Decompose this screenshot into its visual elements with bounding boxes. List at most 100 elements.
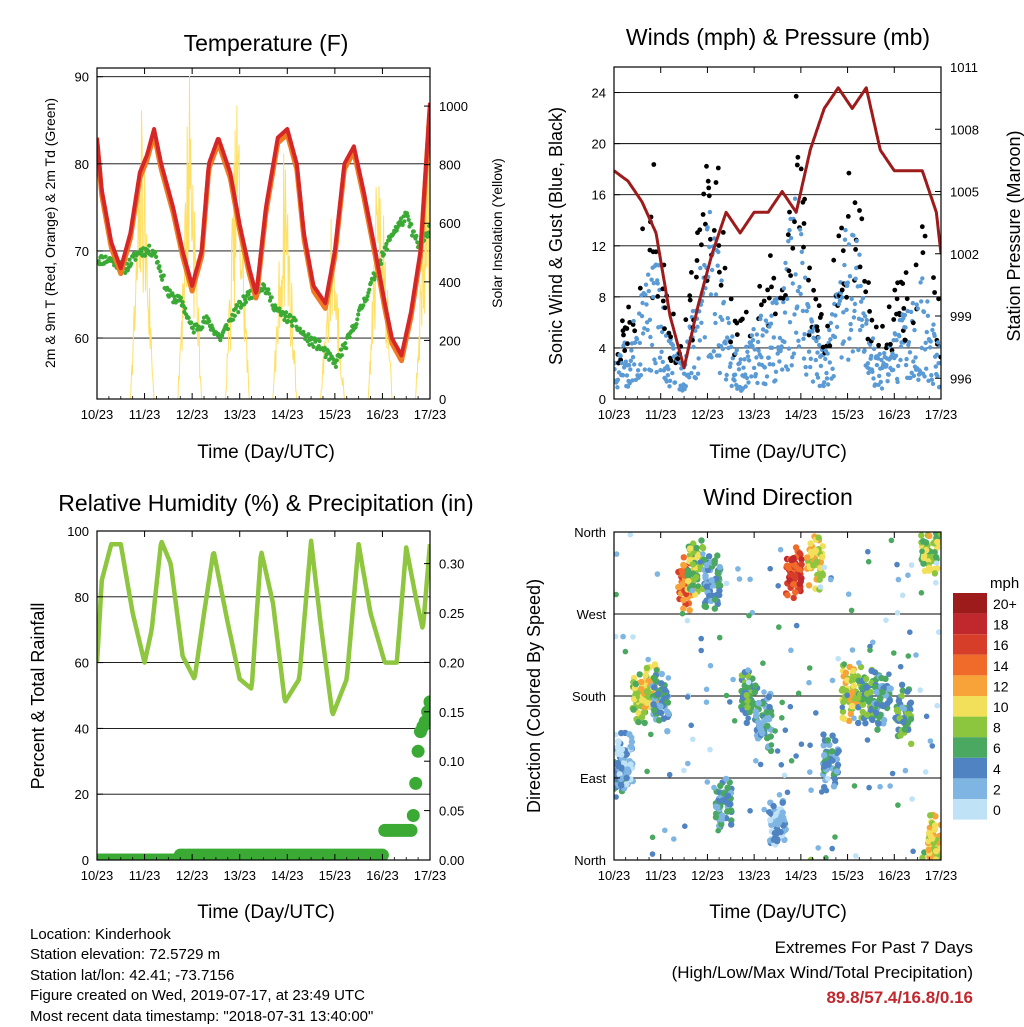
direction-point	[829, 732, 836, 739]
direction-point	[722, 775, 730, 783]
wind-point	[818, 363, 824, 369]
direction-point	[685, 567, 692, 574]
wind-point	[882, 351, 887, 356]
direction-point	[790, 594, 797, 602]
legend-swatch	[953, 675, 987, 696]
temperature-title: Temperature (F)	[184, 30, 349, 56]
wind-point	[786, 239, 791, 244]
direction-point	[751, 688, 759, 696]
wind-point	[824, 370, 829, 376]
direction-point	[627, 761, 634, 768]
direction-point	[715, 580, 722, 588]
gust-point	[694, 258, 700, 263]
wind-point	[753, 372, 758, 377]
y2-tick-label: 0.20	[439, 655, 464, 670]
wind-point	[924, 366, 929, 371]
wind-point	[637, 340, 642, 346]
wind-point	[786, 346, 792, 351]
station-latlon: Station lat/lon: 42.41; -73.7156	[30, 966, 235, 984]
direction-point	[898, 681, 906, 688]
gust-point	[815, 328, 820, 333]
direction-point	[867, 689, 875, 696]
legend-label: 10	[993, 699, 1009, 715]
wind-point	[908, 309, 914, 315]
wind-point	[785, 367, 790, 372]
gust-point	[722, 265, 728, 271]
x-tick-label: 16/23	[878, 868, 911, 883]
wind-point	[823, 356, 828, 362]
dewpoint-point	[262, 286, 267, 291]
wind-point	[884, 362, 889, 368]
wind-point	[790, 281, 795, 286]
wind-point	[857, 252, 862, 257]
wind-point	[808, 364, 813, 370]
wind-point	[769, 313, 774, 318]
direction-point	[865, 558, 872, 565]
temperature-ylabel-left: 2m & 9m T (Red, Orange) & 2m Td (Green)	[42, 98, 58, 368]
direction-point	[819, 570, 826, 578]
wind-point	[640, 331, 646, 336]
direction-point	[808, 787, 814, 793]
wind-point	[875, 356, 881, 361]
wind-point	[758, 313, 764, 318]
wind-point	[806, 304, 811, 310]
direction-point	[665, 675, 672, 681]
direction-point	[844, 692, 850, 699]
legend-swatch	[953, 613, 987, 635]
wind-point	[810, 379, 816, 384]
direction-point	[723, 692, 730, 699]
wind-point	[773, 369, 779, 374]
direction-point	[777, 818, 783, 825]
direction-point	[839, 685, 846, 692]
direction-point	[788, 556, 795, 564]
x-tick-label: 14/23	[271, 868, 304, 883]
wind-point	[914, 302, 919, 307]
gust-point	[655, 294, 661, 299]
direction-point	[703, 699, 710, 705]
dewpoint-point	[381, 252, 386, 257]
wind-point	[745, 349, 750, 354]
wind-point	[756, 348, 761, 353]
dewpoint-point	[189, 320, 194, 325]
gust-point	[787, 209, 792, 215]
direction-point	[902, 767, 909, 774]
direction-point	[779, 809, 786, 816]
direction-point	[614, 794, 619, 800]
direction-point	[757, 761, 764, 768]
direction-point	[779, 799, 786, 806]
wind-point	[928, 339, 933, 344]
wind-point	[728, 361, 733, 366]
wind-point	[660, 359, 665, 365]
direction-point	[651, 684, 658, 691]
direction-point	[711, 557, 718, 564]
y-tick-label: 8	[599, 290, 606, 305]
dewpoint-point	[158, 269, 163, 274]
direction-point	[905, 653, 912, 659]
wind-point	[741, 365, 746, 370]
wind-point	[871, 346, 877, 351]
direction-point	[841, 661, 847, 667]
direction-point	[823, 787, 830, 794]
direction-point	[873, 701, 880, 707]
direction-point	[776, 624, 782, 630]
direction-point	[927, 738, 934, 744]
temperature-panel: Temperature (F) 10/23 11/23 12/23 13/23 14/2…	[42, 30, 505, 463]
wind-point	[743, 372, 748, 377]
direction-point	[718, 821, 725, 828]
wind-point	[890, 351, 895, 356]
wind-point	[697, 338, 702, 343]
direction-point	[724, 808, 731, 815]
direction-point	[899, 592, 906, 599]
dewpoint-point	[306, 332, 311, 337]
direction-point	[817, 584, 824, 590]
direction-point	[632, 680, 640, 688]
direction-point	[745, 667, 751, 673]
direction-point	[806, 665, 813, 671]
y2-tick-label: 1008	[950, 122, 979, 137]
direction-point	[784, 563, 792, 571]
y-tick-label: 80	[75, 157, 89, 172]
wind-point	[645, 327, 650, 333]
direction-point	[723, 580, 730, 587]
direction-point	[714, 552, 721, 559]
direction-point	[784, 789, 791, 796]
